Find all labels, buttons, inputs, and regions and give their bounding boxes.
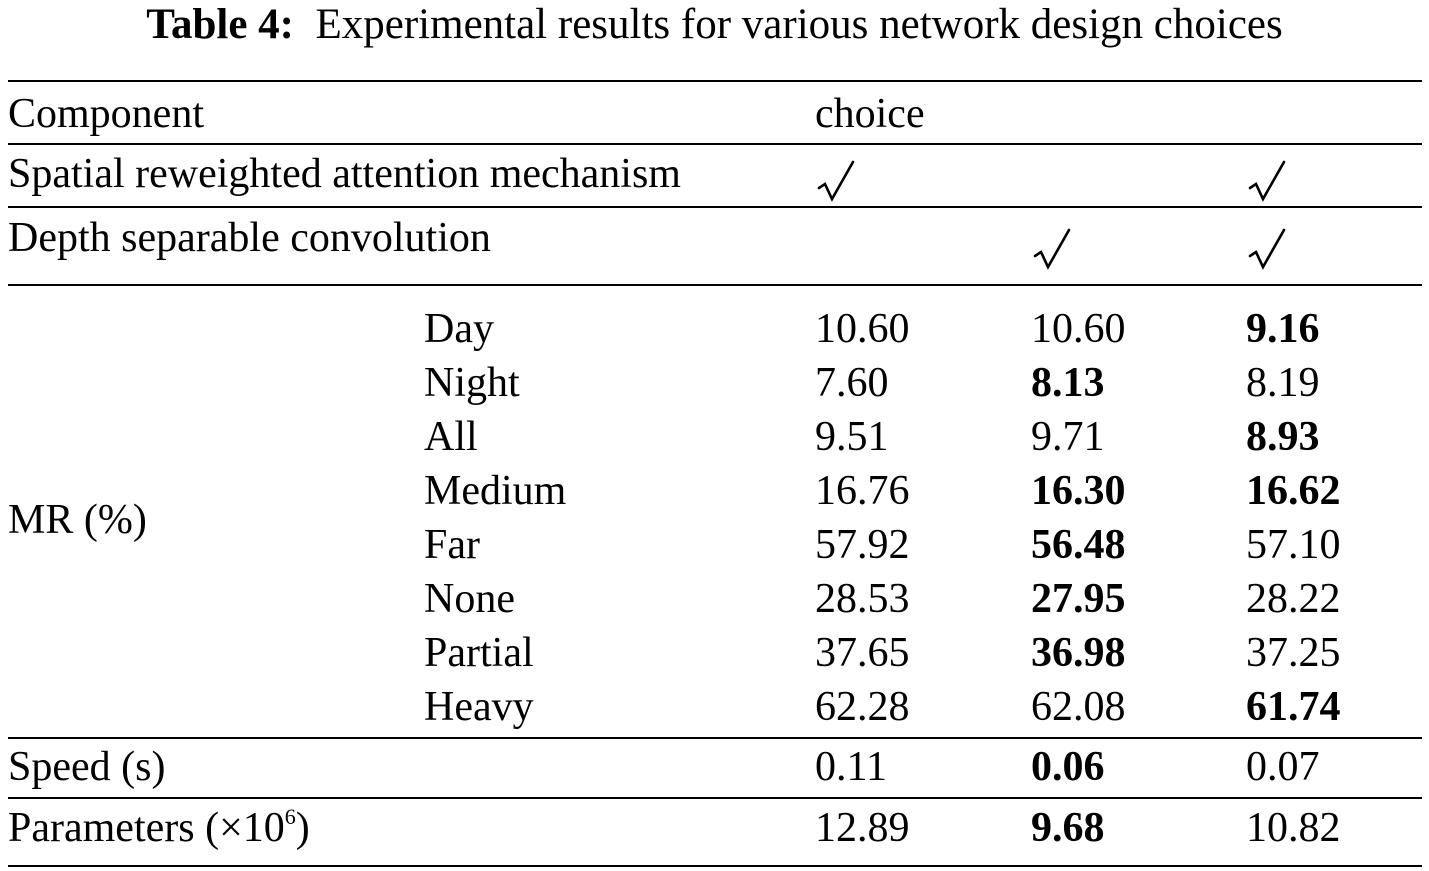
mr-row-night-label: Night [424, 360, 520, 406]
mr-row-medium-value-1: 16.76 [815, 468, 910, 514]
check-sram-1-icon [817, 160, 855, 204]
table-title: Experimental results for various network… [315, 1, 1283, 48]
mr-row-all-value-2: 9.71 [1031, 414, 1105, 460]
mr-row-night-value-1: 7.60 [815, 360, 889, 406]
mr-row-day-value-2: 10.60 [1031, 306, 1126, 352]
mr-row-heavy-value-2: 62.08 [1031, 684, 1126, 730]
mr-row-partial-value-3: 37.25 [1246, 630, 1341, 676]
params-label: Parameters (×106) [8, 804, 310, 858]
mr-row-partial-value-1: 37.65 [815, 630, 910, 676]
mr-row-day-value-1: 10.60 [815, 306, 910, 352]
mr-row-heavy-value-1: 62.28 [815, 684, 910, 730]
mr-row-far-value-2: 56.48 [1031, 522, 1126, 568]
speed-value-3: 0.07 [1246, 744, 1320, 790]
check-dsc-2-icon [1033, 228, 1071, 272]
mr-row-far-value-1: 57.92 [815, 522, 910, 568]
check-dsc-3-icon [1248, 228, 1286, 272]
row-rule-4 [8, 797, 1422, 799]
component-dsc-label: Depth separable convolution [8, 215, 491, 261]
mr-row-all-value-3: 8.93 [1246, 414, 1320, 460]
mr-row-far-label: Far [424, 522, 480, 568]
top-rule [8, 80, 1422, 82]
mr-row-medium-value-3: 16.62 [1246, 468, 1341, 514]
speed-label: Speed (s) [8, 744, 166, 790]
table-caption: Table 4: Experimental results for variou… [0, 2, 1429, 48]
mr-row-all-value-1: 9.51 [815, 414, 889, 460]
params-label-prefix: Parameters (×10 [8, 805, 285, 851]
header-rule [8, 143, 1422, 145]
params-label-suffix: ) [295, 805, 310, 851]
header-choice: choice [815, 91, 925, 137]
table-label: Table 4: [146, 1, 294, 48]
mr-row-none-label: None [424, 576, 515, 622]
mr-row-none-value-2: 27.95 [1031, 576, 1126, 622]
mr-row-heavy-value-3: 61.74 [1246, 684, 1341, 730]
bottom-rule [8, 865, 1422, 867]
mr-row-partial-value-2: 36.98 [1031, 630, 1126, 676]
speed-value-2: 0.06 [1031, 744, 1105, 790]
check-sram-3-icon [1248, 160, 1286, 204]
row-rule-2 [8, 284, 1422, 286]
mr-row-medium-label: Medium [424, 468, 567, 514]
mr-row-day-value-3: 9.16 [1246, 306, 1320, 352]
params-value-3: 10.82 [1246, 805, 1341, 851]
params-label-exponent: 6 [284, 804, 296, 829]
mr-row-far-value-3: 57.10 [1246, 522, 1341, 568]
mr-row-partial-label: Partial [424, 630, 534, 676]
speed-value-1: 0.11 [815, 744, 887, 790]
header-component: Component [8, 91, 204, 137]
mr-row-all-label: All [424, 414, 478, 460]
mr-row-night-value-3: 8.19 [1246, 360, 1320, 406]
row-rule-3 [8, 737, 1422, 739]
mr-row-night-value-2: 8.13 [1031, 360, 1105, 406]
mr-row-medium-value-2: 16.30 [1031, 468, 1126, 514]
params-value-2: 9.68 [1031, 805, 1105, 851]
mr-row-none-value-1: 28.53 [815, 576, 910, 622]
mr-row-day-label: Day [424, 306, 494, 352]
mr-row-none-value-3: 28.22 [1246, 576, 1341, 622]
mr-label: MR (%) [8, 497, 147, 543]
component-sram-label: Spatial reweighted attention mechanism [8, 151, 681, 197]
row-rule-1 [8, 206, 1422, 208]
mr-row-heavy-label: Heavy [424, 684, 534, 730]
params-value-1: 12.89 [815, 805, 910, 851]
